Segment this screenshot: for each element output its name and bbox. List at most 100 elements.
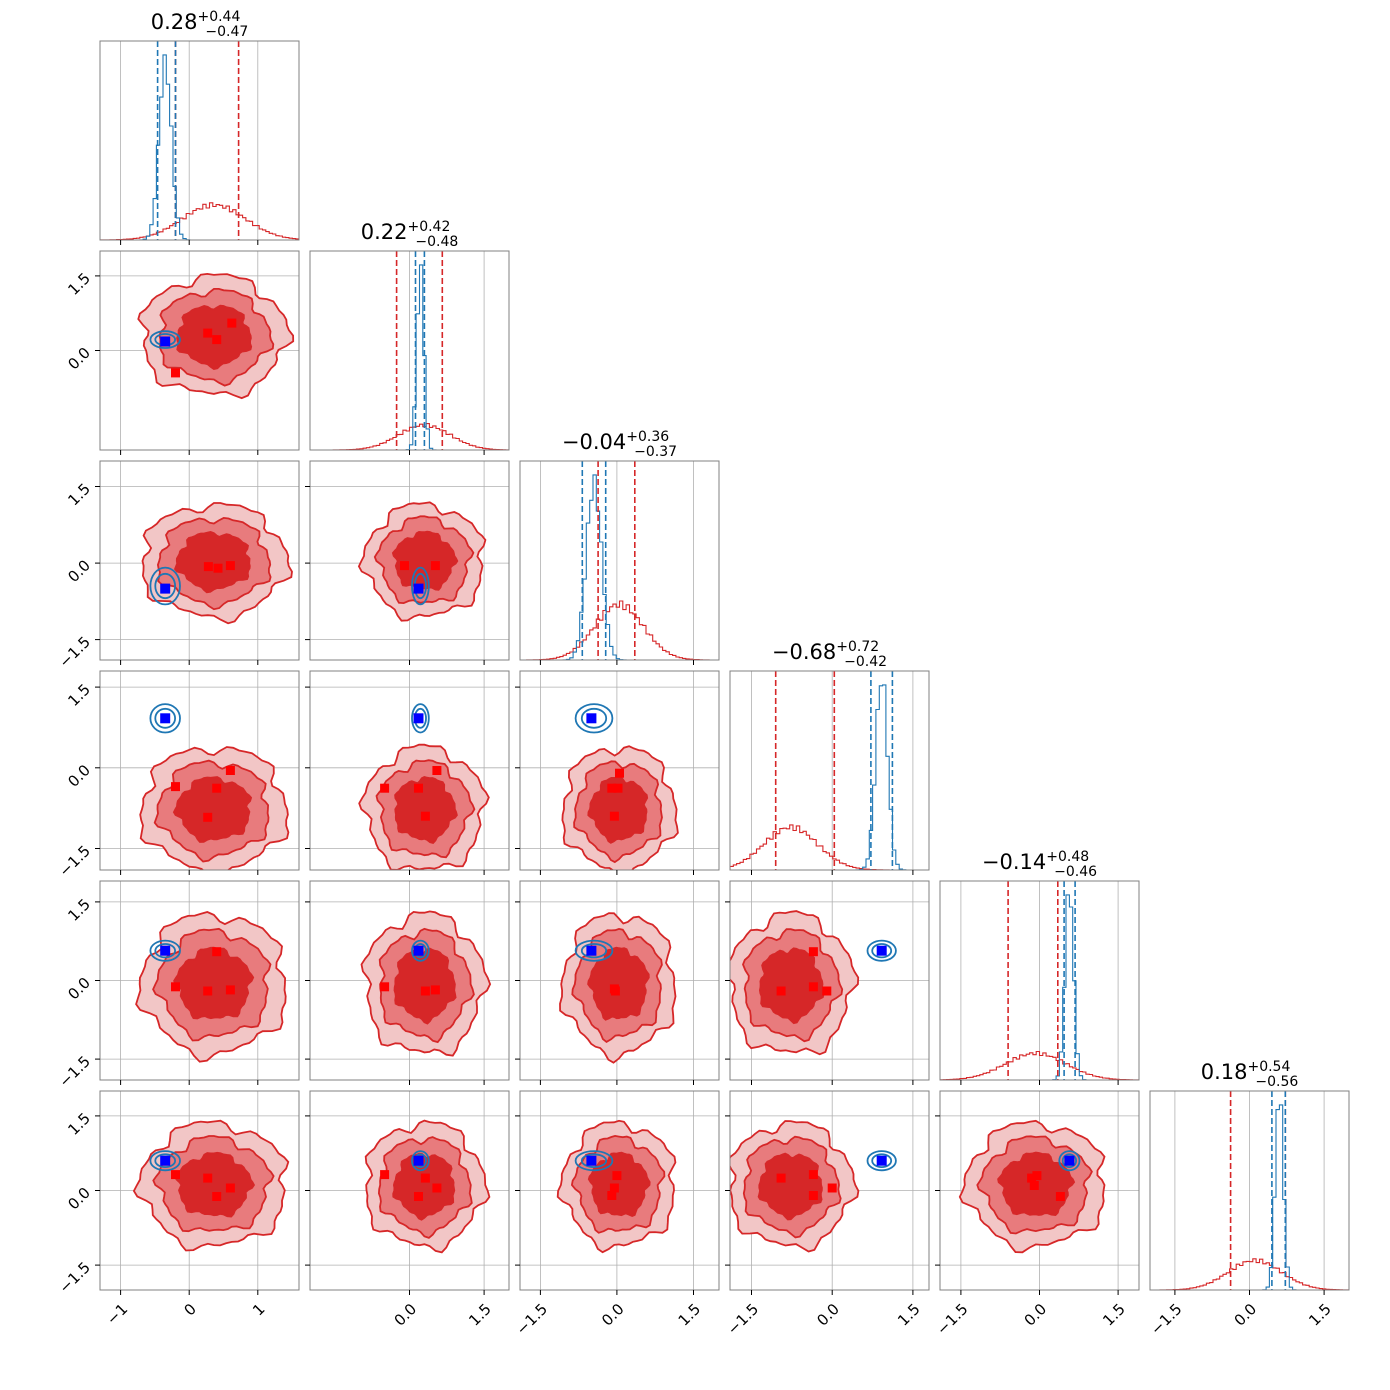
red-square-marker <box>171 982 180 992</box>
y-tick-label: −1.5 <box>56 1258 94 1296</box>
red-contour-inner <box>758 947 825 1025</box>
y-tick-label: −1.5 <box>56 842 94 880</box>
red-histogram <box>730 824 929 870</box>
blue-histogram <box>730 684 929 870</box>
x-tick-label: 0.0 <box>391 1300 421 1330</box>
panel-frame <box>519 460 720 661</box>
red-square-marker <box>430 561 440 571</box>
blue-contour-outer <box>1058 1150 1081 1172</box>
red-square-marker <box>420 1173 430 1183</box>
y-tick-label: 0.0 <box>64 761 94 791</box>
red-contour-inner <box>587 946 650 1021</box>
red-square-marker <box>212 783 222 793</box>
red-histogram <box>100 202 299 240</box>
blue-contour-inner <box>871 1153 893 1168</box>
hist-panel-4: −0.14+0.48 −0.46 <box>939 849 1140 1085</box>
red-square-marker <box>808 1170 818 1180</box>
blue-square-marker <box>1064 1155 1075 1166</box>
blue-contour-inner <box>1061 1153 1078 1168</box>
y-tick-label: −1.5 <box>56 633 94 671</box>
blue-square-marker <box>413 713 424 724</box>
panel-title-1: 0.22+0.42 −0.48 <box>361 219 459 250</box>
red-contour-inner <box>757 1152 823 1221</box>
blue-contour-inner <box>871 943 893 959</box>
blue-square-marker <box>413 583 424 594</box>
y-tick-label: 0.0 <box>64 344 94 374</box>
panel-2-4 <box>515 880 720 1085</box>
red-square-marker <box>808 1191 818 1200</box>
hist-panel-3: −0.68+0.72 −0.42 <box>729 639 930 875</box>
panel-title-4: −0.14+0.48 −0.46 <box>982 849 1097 880</box>
y-tick-label: 0.0 <box>64 1184 94 1214</box>
red-contour-inner <box>394 776 458 845</box>
red-square-marker <box>380 783 390 793</box>
red-square-marker <box>776 986 786 996</box>
y-tick-label: 1.5 <box>64 269 94 299</box>
blue-square-marker <box>413 945 424 956</box>
blue-contour-outer <box>149 566 181 606</box>
x-tick-label: −1.5 <box>724 1300 762 1338</box>
blue-contour-outer <box>149 703 181 734</box>
blue-histogram <box>100 54 299 240</box>
y-tick-label: 0.0 <box>64 974 94 1004</box>
x-tick-label: 0.0 <box>813 1300 843 1330</box>
red-contour-inner <box>587 776 649 844</box>
x-tick-label: 0.0 <box>598 1300 628 1330</box>
blue-square-marker <box>160 336 171 347</box>
red-square-marker <box>213 563 223 573</box>
y-tick-label: −1.5 <box>56 1052 94 1090</box>
blue-contour-inner <box>154 943 177 959</box>
blue-square-marker <box>160 713 171 724</box>
red-square-marker <box>414 783 423 793</box>
panel-frame <box>99 670 300 871</box>
red-contour-inner <box>172 776 253 843</box>
blue-square-marker <box>413 1155 424 1166</box>
blue-contour-outer <box>411 566 430 606</box>
x-tick-label: 1.5 <box>894 1300 924 1330</box>
panel-0-2: −1.5 0.0 1.5 <box>56 460 300 671</box>
blue-contour-inner <box>154 707 177 729</box>
blue-square-marker <box>586 1155 597 1166</box>
red-square-marker <box>432 1183 442 1193</box>
red-square-marker <box>203 812 213 822</box>
red-square-marker <box>776 1173 786 1183</box>
panel-frame <box>99 40 300 241</box>
blue-square-marker <box>160 583 171 594</box>
blue-contour-inner <box>580 1153 608 1168</box>
red-square-marker <box>1029 1181 1039 1190</box>
red-contour-inner <box>393 947 457 1025</box>
blue-contour-inner <box>580 943 608 959</box>
red-square-marker <box>1027 1173 1037 1183</box>
red-square-marker <box>609 1183 619 1193</box>
blue-square-marker <box>586 945 597 956</box>
red-square-marker <box>610 986 620 996</box>
red-square-marker <box>615 768 624 778</box>
blue-contour-outer <box>411 703 430 734</box>
red-square-marker <box>225 561 235 571</box>
blue-square-marker <box>160 945 171 956</box>
blue-contour-outer <box>866 939 897 962</box>
x-tick-label: −1.5 <box>1147 1300 1185 1338</box>
blue-square-marker <box>876 945 887 956</box>
blue-contour-inner <box>154 1153 177 1168</box>
blue-contour-outer <box>411 939 430 962</box>
panel-0-4: −1.5 0.0 1.5 <box>56 880 300 1091</box>
red-square-marker <box>827 1183 837 1193</box>
blue-contour-outer <box>866 1150 897 1172</box>
x-tick-label: 0 <box>180 1300 199 1319</box>
red-square-marker <box>171 782 180 792</box>
blue-contour-inner <box>580 707 608 729</box>
red-contour-inner <box>391 530 459 591</box>
red-square-marker <box>1055 1192 1065 1201</box>
red-square-marker <box>203 328 213 338</box>
red-square-marker <box>171 1170 180 1180</box>
panel-0-3: −1.5 0.0 1.5 <box>56 670 300 880</box>
x-tick-label: 1.5 <box>465 1300 495 1330</box>
red-square-marker <box>609 811 619 821</box>
red-contour-inner <box>392 1152 456 1221</box>
y-tick-label: 1.5 <box>64 680 94 710</box>
red-square-marker <box>613 783 623 793</box>
red-square-marker <box>808 982 818 992</box>
red-square-marker <box>212 947 222 957</box>
